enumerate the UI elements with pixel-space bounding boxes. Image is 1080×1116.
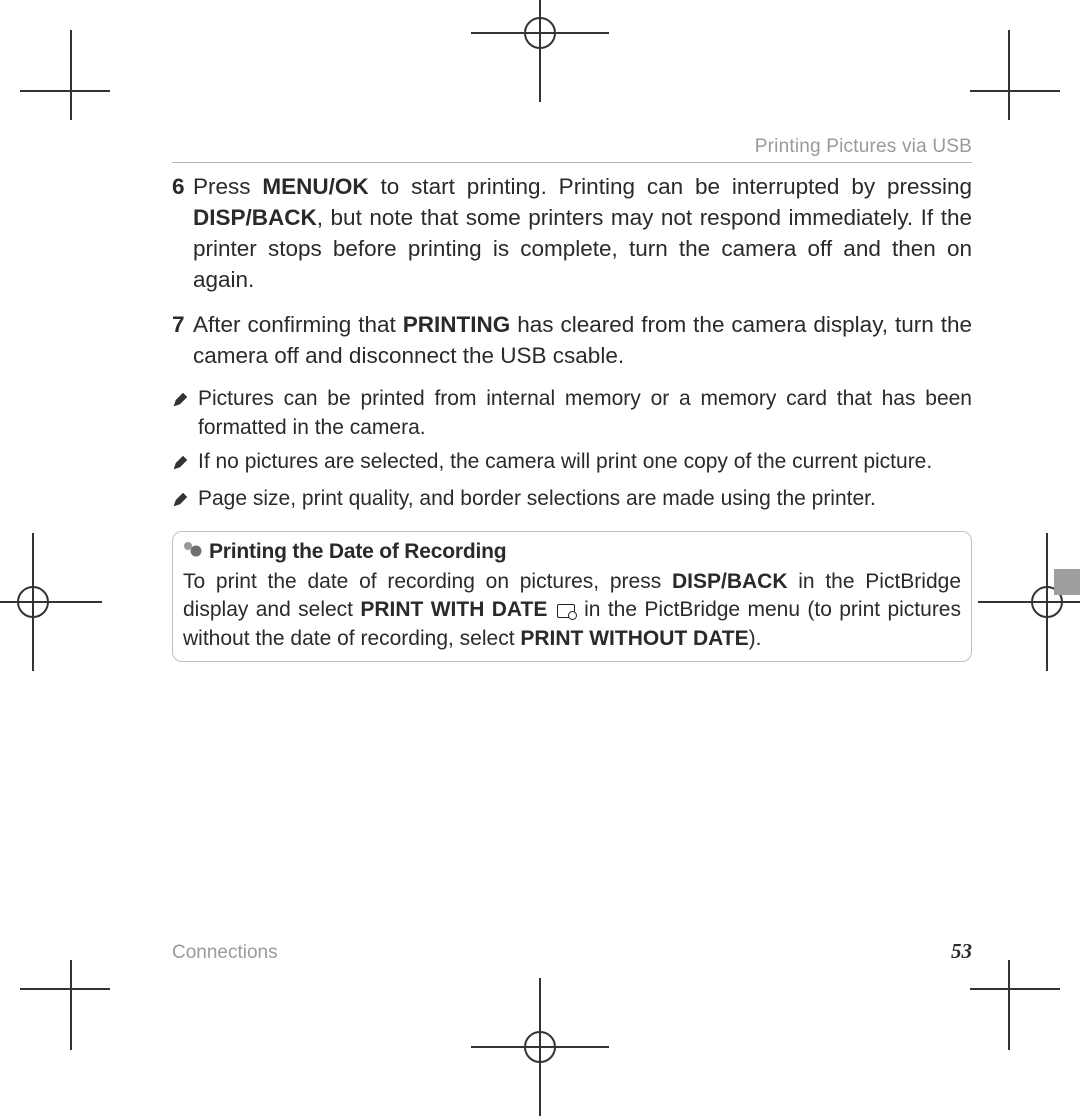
page-number: 53: [951, 939, 972, 964]
disp-back-label: DISP/BACK: [193, 205, 317, 230]
crop-mark: [70, 30, 72, 120]
tip-body: To print the date of recording on pictur…: [183, 568, 961, 653]
text: ).: [749, 627, 762, 650]
text: to start printing. Printing can be inter…: [369, 174, 972, 199]
step-body: After confirming that PRINTING has clear…: [193, 309, 972, 371]
notes-list: Pictures can be printed from internal me…: [172, 385, 972, 516]
date-stamp-icon: [557, 604, 575, 618]
print-with-date-label: PRINT WITH DATE: [360, 598, 547, 621]
note-text: Page size, print quality, and border sel…: [198, 485, 972, 516]
pen-icon: [172, 448, 190, 479]
pen-icon: [172, 385, 190, 442]
note-item: If no pictures are selected, the camera …: [172, 448, 972, 479]
register-mark-top: [503, 0, 577, 70]
disp-back-label: DISP/BACK: [672, 570, 788, 593]
page-content: Printing Pictures via USB 6 Press MENU/O…: [172, 136, 972, 964]
tip-box: Printing the Date of Recording To print …: [172, 531, 972, 662]
text: To print the date of recording on pictur…: [183, 570, 672, 593]
step-body: Press MENU/OK to start printing. Printin…: [193, 171, 972, 295]
register-mark-bottom: [503, 1010, 577, 1084]
crop-mark: [970, 988, 1060, 990]
tip-icon: [183, 538, 203, 566]
print-without-date-label: PRINT WITHOUT DATE: [520, 627, 748, 650]
crop-mark: [970, 90, 1060, 92]
note-item: Pictures can be printed from internal me…: [172, 385, 972, 442]
text: Press: [193, 174, 262, 199]
tip-title: Printing the Date of Recording: [209, 538, 506, 566]
note-text: Pictures can be printed from internal me…: [198, 385, 972, 442]
page-tab-notch: [1054, 569, 1080, 595]
footer-section: Connections: [172, 942, 278, 964]
crop-mark: [20, 988, 110, 990]
text: After confirming that: [193, 312, 403, 337]
note-item: Page size, print quality, and border sel…: [172, 485, 972, 516]
running-head: Printing Pictures via USB: [172, 136, 972, 163]
printing-label: PRINTING: [403, 312, 511, 337]
step-number: 6: [172, 171, 188, 295]
pen-icon: [172, 485, 190, 516]
step-7: 7 After confirming that PRINTING has cle…: [172, 309, 972, 371]
register-mark-left: [0, 565, 70, 639]
page-footer: Connections 53: [172, 939, 972, 964]
step-number: 7: [172, 309, 188, 371]
tip-title-row: Printing the Date of Recording: [183, 538, 961, 566]
note-text: If no pictures are selected, the camera …: [198, 448, 972, 479]
crop-mark: [1008, 960, 1010, 1050]
step-6: 6 Press MENU/OK to start printing. Print…: [172, 171, 972, 295]
crop-mark: [70, 960, 72, 1050]
crop-mark: [20, 90, 110, 92]
menu-ok-label: MENU/OK: [262, 174, 368, 199]
crop-mark: [1008, 30, 1010, 120]
